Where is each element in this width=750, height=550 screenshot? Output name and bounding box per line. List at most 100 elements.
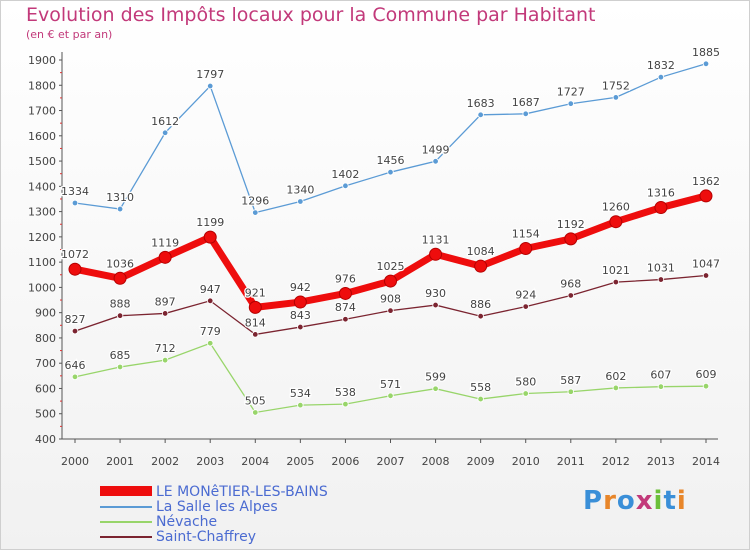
data-point (342, 316, 349, 323)
legend-label: Névache (156, 514, 218, 530)
y-tick-label: 400 (35, 433, 56, 446)
data-label: 814 (245, 316, 266, 329)
legend-swatch (100, 486, 152, 496)
data-label: 1025 (377, 260, 405, 273)
x-tick-label: 2003 (196, 455, 224, 468)
data-label: 599 (425, 371, 446, 384)
data-label: 1119 (151, 236, 179, 249)
data-label: 1456 (377, 154, 405, 167)
data-point (474, 259, 488, 273)
data-label: 580 (515, 376, 536, 389)
y-tick-label: 1400 (28, 180, 56, 193)
data-label: 534 (290, 387, 311, 400)
data-point (657, 73, 665, 81)
y-tick-label: 800 (35, 332, 56, 345)
data-point (522, 303, 529, 310)
y-tick-label: 900 (35, 307, 56, 320)
data-label: 1402 (331, 168, 359, 181)
data-label: 976 (335, 272, 356, 285)
data-point (252, 209, 259, 216)
data-point (612, 94, 620, 101)
data-label: 874 (335, 301, 356, 314)
data-point (116, 205, 124, 213)
data-label: 505 (245, 394, 266, 407)
data-point (207, 340, 214, 347)
data-label: 1084 (467, 245, 495, 258)
y-tick-label: 1200 (28, 231, 56, 244)
data-label: 1260 (602, 201, 630, 214)
chart-subtitle: (en € et par an) (26, 28, 113, 41)
data-point (654, 201, 668, 215)
x-tick-label: 2004 (241, 455, 269, 468)
data-point (207, 82, 214, 90)
data-label: 1072 (61, 248, 89, 261)
data-point (161, 129, 169, 136)
data-label: 1192 (557, 218, 585, 231)
data-label: 1131 (422, 233, 450, 246)
y-tick-label: 500 (35, 408, 56, 421)
x-tick-label: 2012 (602, 455, 630, 468)
x-tick-label: 2000 (61, 455, 89, 468)
data-point (387, 168, 394, 176)
data-label: 930 (425, 287, 446, 300)
legend-swatch (100, 506, 152, 508)
data-label: 712 (155, 342, 176, 355)
data-label: 1340 (286, 183, 314, 196)
data-label: 1036 (106, 257, 134, 270)
y-tick-label: 1900 (28, 54, 56, 67)
data-point (116, 363, 124, 371)
data-point (71, 373, 79, 381)
x-tick-label: 2007 (377, 455, 405, 468)
data-point (387, 307, 394, 314)
data-point (702, 382, 710, 390)
data-point (657, 276, 665, 283)
y-tick-label: 600 (35, 382, 56, 395)
legend-label: LE MONêTIER-LES-BAINS (156, 484, 328, 500)
data-label: 779 (200, 325, 221, 338)
data-label: 587 (560, 374, 581, 387)
y-tick-label: 1600 (28, 130, 56, 143)
data-label: 947 (200, 283, 221, 296)
data-point (387, 392, 394, 399)
data-label: 1499 (422, 143, 450, 156)
data-point (158, 250, 172, 264)
logo-letter: t (663, 486, 677, 516)
x-tick-label: 2006 (331, 455, 359, 468)
data-point (297, 401, 304, 409)
data-label: 924 (515, 289, 536, 302)
data-label: 1885 (692, 46, 720, 59)
data-point (248, 300, 262, 314)
x-tick-label: 2001 (106, 455, 134, 468)
data-label: 538 (335, 386, 356, 399)
data-point (702, 60, 710, 67)
data-label: 602 (605, 370, 626, 383)
data-label: 646 (65, 359, 86, 372)
data-label: 1296 (241, 195, 269, 208)
data-point (612, 278, 620, 286)
data-label: 1316 (647, 187, 675, 200)
data-point (293, 295, 307, 309)
data-label: 968 (560, 277, 581, 290)
data-point (71, 199, 79, 207)
data-label: 843 (290, 309, 311, 322)
data-label: 921 (245, 286, 266, 299)
data-point (519, 241, 533, 255)
data-point (477, 395, 484, 403)
logo-letter: i (653, 486, 664, 516)
data-label: 609 (696, 368, 717, 381)
x-tick-label: 2009 (467, 455, 495, 468)
data-label: 571 (380, 378, 401, 391)
data-point (522, 390, 529, 397)
y-tick-label: 1300 (28, 206, 56, 219)
x-tick-label: 2011 (557, 455, 585, 468)
data-label: 1612 (151, 115, 179, 128)
data-point (338, 286, 352, 300)
data-point (297, 323, 304, 331)
data-point (252, 409, 259, 416)
data-label: 1797 (196, 68, 224, 81)
data-label: 607 (650, 369, 671, 382)
data-point (432, 158, 439, 165)
data-point (71, 327, 79, 335)
y-tick-label: 1500 (28, 155, 56, 168)
